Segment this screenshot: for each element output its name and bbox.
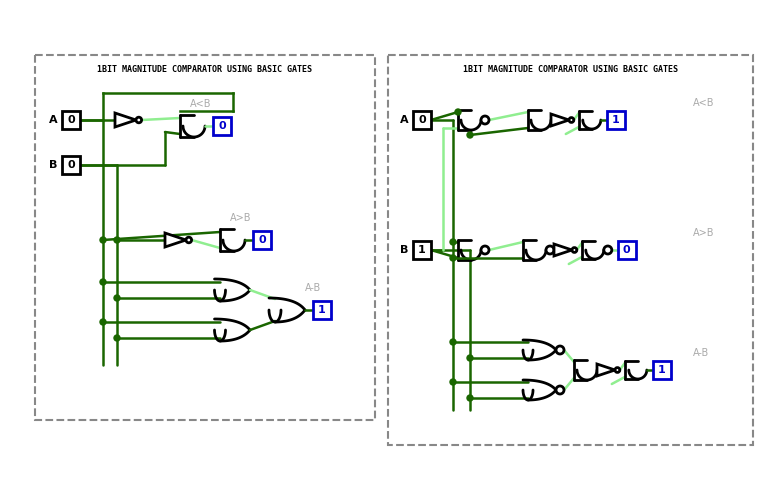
Circle shape [556, 386, 564, 394]
Circle shape [450, 379, 456, 385]
Text: 0: 0 [218, 121, 226, 131]
Circle shape [450, 339, 456, 345]
Bar [388, 55, 753, 445]
Text: A: A [49, 115, 57, 125]
Bar [413, 111, 431, 129]
Bar [62, 156, 80, 174]
Circle shape [450, 239, 456, 245]
Text: 1: 1 [658, 365, 666, 375]
Text: 1: 1 [612, 115, 620, 125]
Circle shape [100, 237, 106, 243]
Text: A-B: A-B [693, 348, 709, 358]
Circle shape [604, 246, 612, 254]
Polygon shape [165, 233, 186, 247]
Text: 0: 0 [67, 115, 75, 125]
Circle shape [572, 248, 577, 252]
Circle shape [481, 116, 489, 124]
Text: A>B: A>B [693, 228, 715, 238]
Bar [213, 117, 231, 135]
Circle shape [100, 319, 106, 325]
Text: A-B: A-B [305, 283, 321, 293]
Circle shape [114, 295, 120, 301]
Text: 1BIT MAGNITUDE COMPARATOR USING BASIC GATES: 1BIT MAGNITUDE COMPARATOR USING BASIC GA… [97, 65, 312, 74]
Polygon shape [554, 244, 572, 256]
Bar [413, 241, 431, 259]
Circle shape [100, 279, 106, 285]
Circle shape [556, 346, 564, 354]
Circle shape [114, 335, 120, 341]
Text: 1: 1 [318, 305, 326, 315]
Text: A<B: A<B [190, 99, 211, 109]
Text: A<B: A<B [693, 98, 715, 108]
Polygon shape [115, 113, 136, 127]
Circle shape [136, 117, 142, 123]
Bar [35, 55, 375, 420]
Circle shape [481, 246, 489, 254]
Text: 0: 0 [418, 115, 426, 125]
Circle shape [467, 395, 473, 401]
Text: B: B [49, 160, 57, 170]
Circle shape [455, 109, 461, 115]
Bar [653, 361, 671, 379]
Bar [62, 111, 80, 129]
Polygon shape [597, 364, 615, 376]
Text: 1BIT MAGNITUDE COMPARATOR USING BASIC GATES: 1BIT MAGNITUDE COMPARATOR USING BASIC GA… [463, 65, 678, 74]
Circle shape [467, 132, 473, 138]
Circle shape [114, 237, 120, 243]
Circle shape [450, 255, 456, 261]
Bar [253, 231, 271, 249]
Circle shape [546, 246, 554, 254]
Circle shape [186, 237, 191, 243]
Text: A>B: A>B [230, 213, 252, 223]
Text: 1: 1 [418, 245, 426, 255]
Text: A: A [399, 115, 409, 125]
Text: 0: 0 [67, 160, 75, 170]
Bar [607, 111, 625, 129]
Circle shape [615, 368, 620, 372]
Bar [618, 241, 636, 259]
Circle shape [569, 118, 574, 122]
Text: 0: 0 [258, 235, 265, 245]
Text: B: B [400, 245, 409, 255]
Circle shape [467, 355, 473, 361]
Bar [313, 301, 331, 319]
Text: 0: 0 [623, 245, 630, 255]
Polygon shape [551, 114, 569, 126]
